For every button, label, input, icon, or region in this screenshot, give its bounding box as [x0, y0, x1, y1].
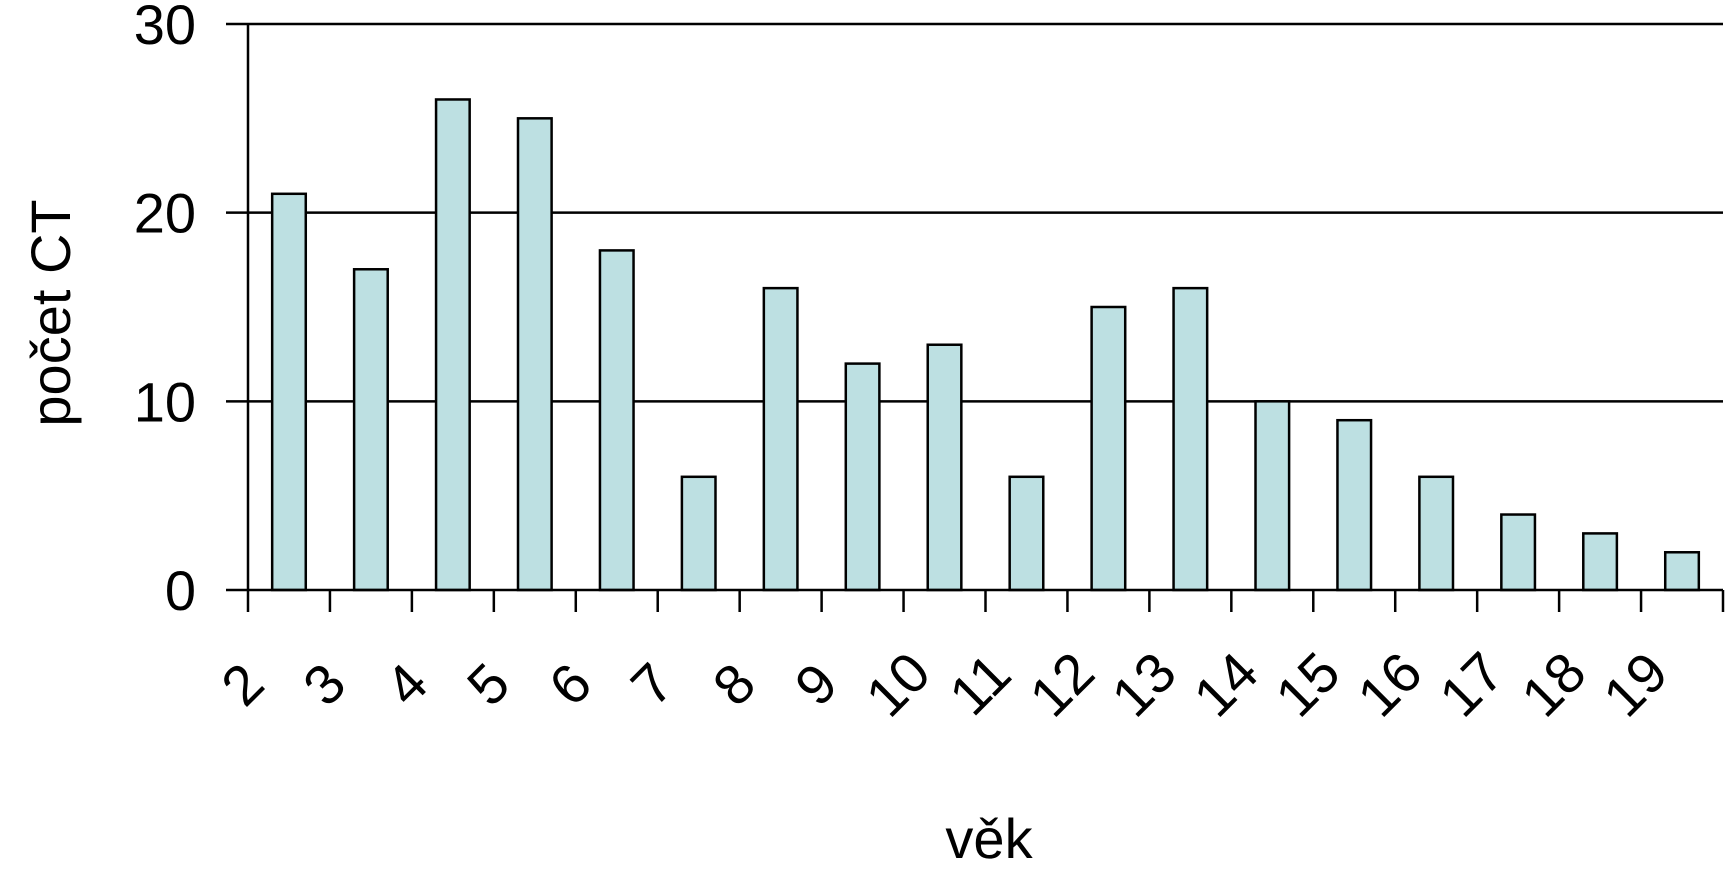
bar: [1582, 532, 1619, 592]
x-tick-label: 2: [209, 651, 276, 718]
bar: [352, 268, 389, 592]
bar: [1336, 418, 1373, 592]
x-tick-label: 18: [1509, 640, 1598, 729]
bar: [680, 475, 717, 592]
x-tick-label: 13: [1099, 640, 1188, 729]
bar: [598, 249, 635, 592]
x-tick-label: 10: [853, 640, 942, 729]
x-tick-label: 11: [937, 641, 1023, 727]
x-tick-label: 7: [619, 651, 686, 718]
y-tick-label: 0: [165, 559, 196, 622]
y-axis-label: počet CT: [19, 199, 82, 426]
bar: [1500, 513, 1537, 592]
bar: [762, 286, 799, 592]
bars: [270, 98, 1701, 592]
bar: [1418, 475, 1455, 592]
bar: [1254, 400, 1291, 592]
x-axis-label: věk: [945, 807, 1033, 870]
bar: [434, 98, 471, 592]
y-tick-label: 20: [134, 182, 196, 245]
bar: [270, 192, 308, 592]
x-tick-label: 8: [701, 651, 768, 718]
x-tick-label: 4: [373, 651, 440, 718]
bar: [1172, 286, 1209, 592]
x-tick-label: 14: [1181, 640, 1270, 729]
x-tick-label: 5: [455, 651, 522, 718]
bar: [844, 362, 881, 592]
x-tick-label: 15: [1263, 640, 1352, 729]
x-tick-label: 6: [537, 651, 604, 718]
y-tick-label: 10: [134, 370, 196, 433]
x-tick-label: 16: [1345, 640, 1434, 729]
x-tick-label: 12: [1017, 640, 1106, 729]
bar: [926, 343, 963, 592]
x-tick-label: 17: [1427, 640, 1516, 729]
y-tick-label: 30: [134, 0, 196, 56]
y-axis-ticks: 0 10 20 30: [134, 0, 248, 622]
bar: [1090, 305, 1127, 592]
bar: [1663, 551, 1701, 592]
bar: [1008, 475, 1045, 592]
x-tick-label: 19: [1591, 640, 1680, 729]
gridlines: [248, 22, 1723, 403]
bar: [516, 117, 553, 592]
x-tick-label: 9: [783, 651, 850, 718]
x-tick-label: 3: [291, 651, 358, 718]
